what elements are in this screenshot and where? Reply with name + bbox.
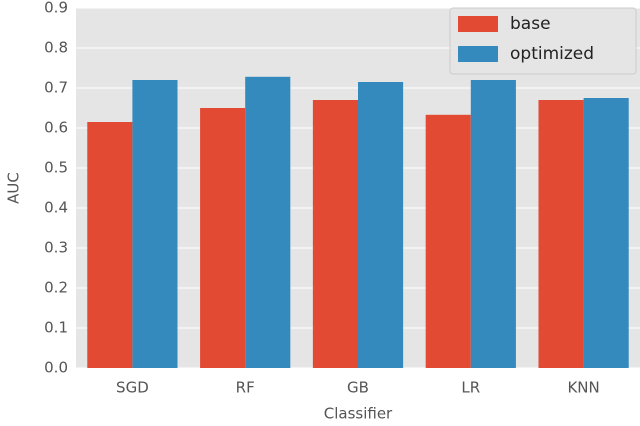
y-tick-label: 0.9 — [44, 0, 68, 17]
bar — [200, 108, 246, 368]
y-tick-label: 0.8 — [44, 39, 68, 57]
y-tick-label: 0.5 — [44, 159, 68, 177]
bar — [132, 80, 178, 368]
bar — [87, 122, 133, 368]
x-tick-label: LR — [461, 379, 480, 397]
y-tick-label: 0.1 — [44, 319, 68, 337]
bar — [425, 114, 471, 368]
y-tick-label: 0.4 — [44, 199, 68, 217]
bar — [312, 100, 358, 368]
bar — [245, 76, 291, 369]
x-axis-label: Classifier — [324, 405, 393, 423]
legend-label: base — [510, 14, 551, 34]
legend-label: optimized — [510, 44, 594, 64]
legend-swatch — [458, 46, 498, 62]
x-tick-label: SGD — [116, 379, 149, 397]
y-tick-label: 0.6 — [44, 119, 68, 137]
legend-swatch — [458, 16, 498, 32]
bar — [538, 100, 584, 368]
y-tick-label: 0.7 — [44, 79, 68, 97]
y-tick-label: 0.2 — [44, 279, 68, 297]
bar — [583, 98, 629, 368]
y-axis-label: AUC — [5, 172, 23, 204]
x-tick-label: RF — [236, 379, 255, 397]
bar — [470, 80, 516, 368]
x-tick-label: KNN — [567, 379, 599, 397]
y-tick-label: 0.3 — [44, 239, 68, 257]
y-tick-label: 0.0 — [44, 359, 68, 377]
bar — [358, 82, 404, 368]
x-tick-label: GB — [347, 379, 369, 397]
